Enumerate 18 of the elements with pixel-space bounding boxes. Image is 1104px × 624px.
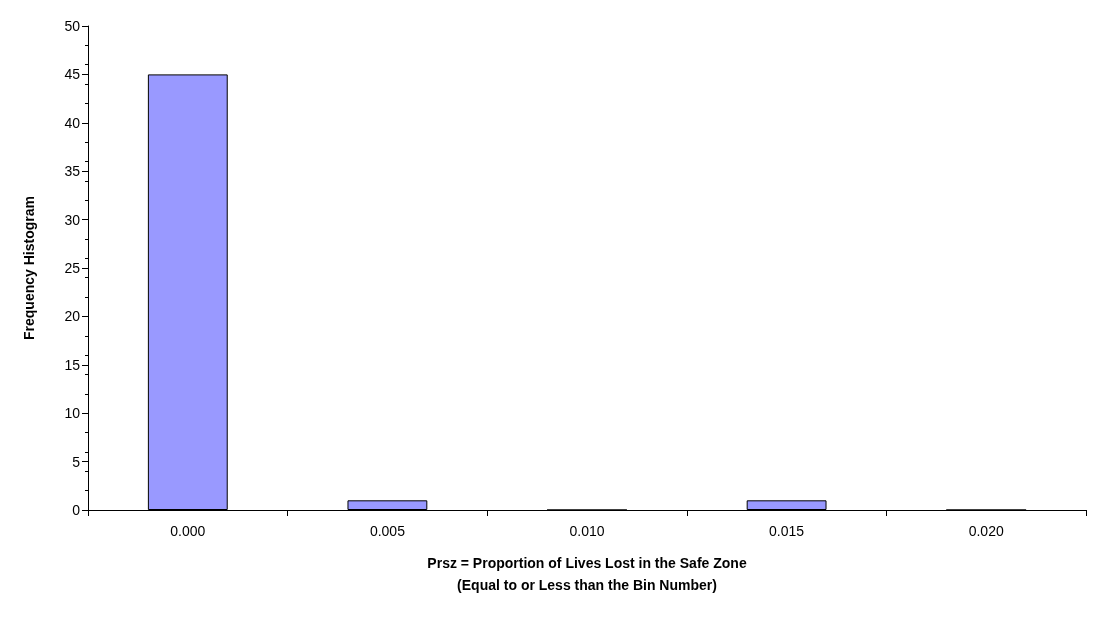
y-axis-title: Frequency Histogram bbox=[21, 196, 37, 340]
y-tick-label: 50 bbox=[64, 18, 81, 34]
y-tick-label: 5 bbox=[72, 453, 81, 470]
x-tick-label: 0.000 bbox=[170, 523, 206, 539]
x-axis-title: Prsz = Proportion of Lives Lost in the Safe Zone (Equal to or Less than the Bin Number) bbox=[427, 555, 747, 593]
x-tick-label: 0.005 bbox=[369, 523, 406, 539]
x-tick-label: 0.010 bbox=[569, 523, 605, 539]
y-tick-label: 20 bbox=[64, 308, 81, 325]
y-tick-label: 0 bbox=[72, 502, 81, 518]
y-tick-label: 15 bbox=[64, 356, 81, 373]
x-tick-label: 0.015 bbox=[769, 523, 805, 539]
y-tick-label: 45 bbox=[64, 66, 81, 83]
y-tick-label: 30 bbox=[64, 211, 81, 228]
y-tick-label: 25 bbox=[64, 260, 81, 276]
y-tick-label: 35 bbox=[64, 163, 81, 180]
y-tick-label: 40 bbox=[64, 114, 81, 131]
y-tick-label: 10 bbox=[64, 405, 81, 422]
x-tick-label: 0.020 bbox=[968, 523, 1004, 539]
